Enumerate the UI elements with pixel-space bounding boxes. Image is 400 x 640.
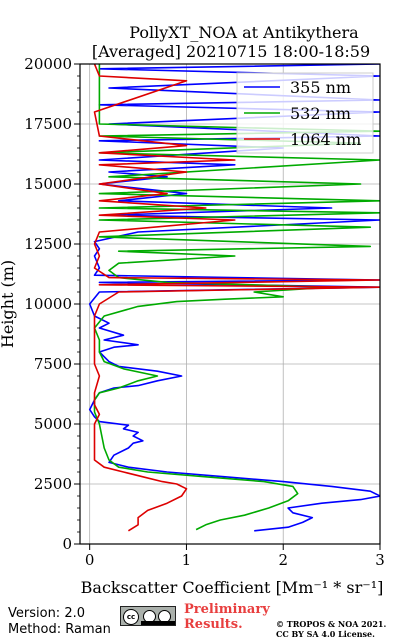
series-line-1064-nm <box>93 64 380 532</box>
y-tick-label: 5000 <box>34 415 72 433</box>
x-tick-label: 0 <box>85 551 95 569</box>
y-tick-label: 10000 <box>24 295 72 313</box>
y-tick-label: 2500 <box>34 475 72 493</box>
preliminary-note: Preliminary Results. <box>184 602 270 632</box>
y-axis-label: Height (m) <box>0 260 17 348</box>
copyright-line-2: CC BY SA 4.0 License. <box>276 629 375 639</box>
y-tick-label: 12500 <box>24 235 72 253</box>
cc-strip <box>141 621 175 625</box>
preliminary-line-2: Results. <box>184 617 243 632</box>
series-line-532-nm <box>93 64 380 531</box>
method-text: Method: Raman <box>8 622 111 637</box>
legend-label: 1064 nm <box>290 130 361 149</box>
legend-label: 355 nm <box>290 78 351 97</box>
version-text: Version: 2.0 <box>8 606 85 621</box>
copyright-note: © TROPOS & NOA 2021. CC BY SA 4.0 Licens… <box>276 619 386 639</box>
legend: 355 nm 532 nm 1064 nm <box>236 72 374 154</box>
x-tick-label: 2 <box>278 551 288 569</box>
x-axis-label: Backscatter Coefficient [Mm⁻¹ * sr⁻¹] <box>81 578 384 597</box>
y-tick-label: 0 <box>62 535 72 553</box>
x-tick-label: 1 <box>182 551 192 569</box>
copyright-line-1: © TROPOS & NOA 2021. <box>276 619 387 629</box>
series-line-355-nm <box>88 64 380 532</box>
y-tick-label: 15000 <box>24 175 72 193</box>
legend-label: 532 nm <box>290 104 351 123</box>
cc-icon: cc <box>123 609 139 625</box>
x-axis-ticks: 0 1 2 3 <box>85 544 385 569</box>
chart-subtitle: [Averaged] 20210715 18:00-18:59 <box>92 42 370 61</box>
y-tick-label: 7500 <box>34 355 72 373</box>
y-axis-ticks: 0 2500 5000 7500 10000 12500 15000 17500 20000 <box>24 55 80 553</box>
chart-title: PollyXT_NOA at Antikythera <box>129 23 359 42</box>
y-tick-label: 17500 <box>24 115 72 133</box>
preliminary-line-1: Preliminary <box>184 602 270 617</box>
x-tick-label: 3 <box>375 551 385 569</box>
lidar-profile-chart: PollyXT_NOA at Antikythera [Averaged] 20… <box>0 23 385 597</box>
series-group <box>88 64 380 532</box>
cc-license-badge: cc <box>120 606 176 626</box>
y-tick-label: 20000 <box>24 55 72 73</box>
